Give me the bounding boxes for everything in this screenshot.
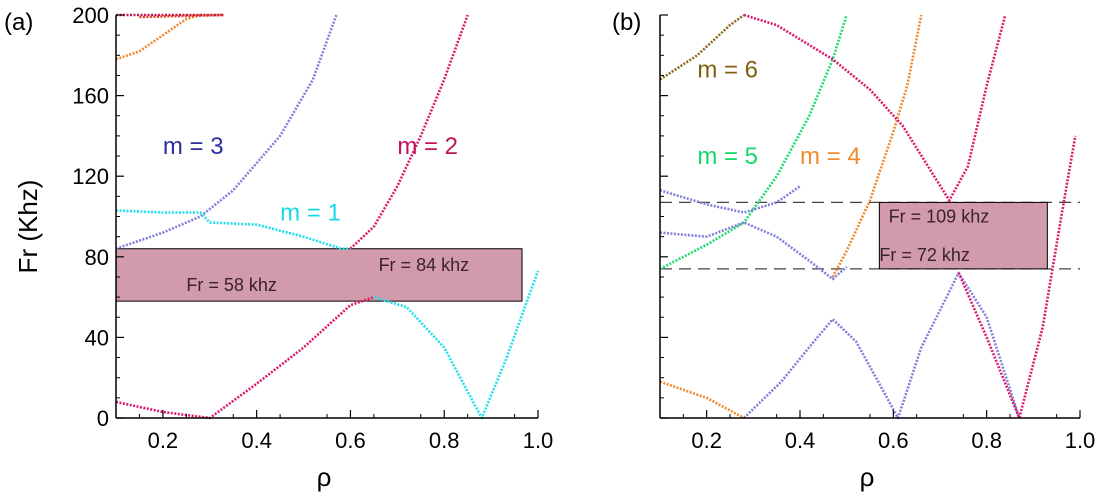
band-label-0: Fr = 58 khz (186, 275, 277, 295)
series-6-line (743, 271, 1021, 420)
y-tick-label-1: 40 (85, 325, 109, 350)
series-5-line (659, 221, 848, 281)
series-0-line (659, 13, 745, 81)
x-tick-label-4: 1.0 (1065, 428, 1096, 453)
series-3-line (743, 13, 1007, 202)
series-1-line (115, 209, 351, 250)
series-3-line (115, 295, 375, 420)
x-axis-title: ρ (317, 462, 332, 492)
y-tick-label-2: 80 (85, 245, 109, 270)
x-tick-label-2: 0.6 (335, 428, 366, 453)
series-7-line (139, 13, 224, 19)
series-1-line (659, 14, 848, 271)
y-tick-label-3: 120 (72, 164, 109, 189)
series-4-line (659, 185, 801, 214)
band-label-1: Fr = 72 khz (879, 245, 970, 265)
mode-label-1: m = 2 (397, 133, 458, 160)
x-axis-title: ρ (860, 462, 875, 492)
x-tick-label-0: 0.2 (691, 428, 722, 453)
series-0-line (115, 14, 338, 250)
x-tick-label-2: 0.6 (878, 428, 909, 453)
band-label-1: Fr = 84 khz (379, 255, 470, 275)
mode-label-0: m = 3 (163, 133, 224, 160)
series-5-line (115, 13, 201, 61)
x-tick-label-3: 0.8 (971, 428, 1002, 453)
mode-label-2: m = 1 (280, 200, 341, 227)
series-4-line (373, 270, 540, 420)
y-tick-label-5: 200 (72, 3, 109, 28)
panel-label: (a) (4, 9, 33, 36)
frequency-box (878, 201, 1048, 270)
y-axis-title: Fr (Khz) (13, 180, 43, 274)
mode-label-2: m = 4 (800, 143, 861, 170)
x-tick-label-1: 0.4 (241, 428, 272, 453)
x-tick-label-4: 1.0 (523, 428, 554, 453)
series-8-line (659, 380, 745, 420)
x-tick-label-1: 0.4 (785, 428, 816, 453)
x-tick-label-3: 0.8 (429, 428, 460, 453)
series-2-line (831, 14, 923, 278)
mode-label-1: m = 5 (697, 143, 758, 170)
mode-label-0: m = 6 (697, 56, 758, 83)
series-2-line (349, 14, 469, 250)
frequency-band (115, 248, 523, 302)
y-tick-label-0: 0 (97, 406, 109, 431)
y-tick-label-4: 160 (72, 84, 109, 109)
x-tick-label-0: 0.2 (148, 428, 179, 453)
panel-label: (b) (612, 9, 641, 36)
series-7-line (957, 135, 1077, 420)
band-label-0: Fr = 109 khz (889, 207, 990, 227)
